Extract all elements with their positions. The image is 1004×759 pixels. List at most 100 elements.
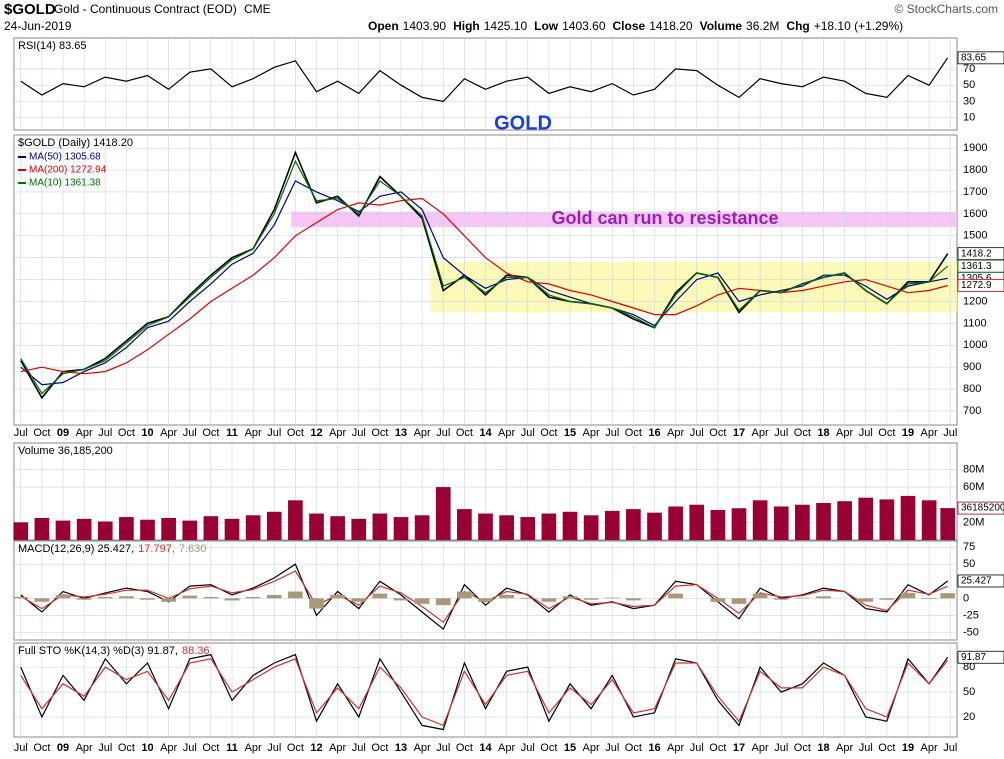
bar <box>372 593 388 599</box>
bar <box>97 596 113 599</box>
bar <box>647 512 662 540</box>
bar <box>731 598 747 604</box>
bar <box>773 506 789 540</box>
x-tick-label: 18 <box>817 742 829 754</box>
x-tick-label: 15 <box>564 427 576 439</box>
x-tick-label: Apr <box>667 742 684 754</box>
x-tick-label: Jul <box>943 427 957 439</box>
x-tick-label: 10 <box>141 742 153 754</box>
bar <box>351 518 367 540</box>
x-tick-label: 16 <box>648 427 660 439</box>
bar <box>13 596 29 599</box>
series-line <box>20 197 948 375</box>
legend-label: MA(50) 1305.68 <box>29 152 101 163</box>
panel-title: MACD(12,26,9) 25.427, <box>18 543 134 555</box>
annotation: Gold can run to resistance <box>551 208 778 228</box>
bar <box>55 594 71 599</box>
bar <box>457 509 472 540</box>
x-tick-label: Jul <box>774 742 788 754</box>
bar <box>668 593 683 599</box>
x-tick-label: 17 <box>733 427 745 439</box>
y-tick-label: 70 <box>963 63 975 75</box>
x-tick-label: Oct <box>625 742 642 754</box>
bar <box>499 515 514 540</box>
band <box>430 262 957 313</box>
x-tick-label: Jul <box>14 742 28 754</box>
bar <box>752 593 768 599</box>
y-tick-label: 1100 <box>963 317 987 329</box>
x-tick-label: Oct <box>625 427 642 439</box>
bar <box>940 508 956 540</box>
quote-value: 36.2M <box>746 19 779 33</box>
x-tick-label: Apr <box>752 427 769 439</box>
bar <box>499 594 514 599</box>
x-tick-label: Jul <box>183 427 197 439</box>
bar <box>795 504 810 540</box>
end-tag <box>957 279 1004 292</box>
bar <box>351 598 367 602</box>
x-tick-label: Apr <box>329 427 346 439</box>
x-tick-label: Oct <box>33 427 50 439</box>
x-tick-label: Apr <box>160 742 177 754</box>
end-tag <box>957 650 1004 664</box>
quote-value: +18.10 (+1.29%) <box>814 19 903 33</box>
x-tick-label: 12 <box>310 427 322 439</box>
x-tick-label: 11 <box>226 742 238 754</box>
x-tick-label: Jul <box>774 427 788 439</box>
bar <box>224 598 240 601</box>
x-tick-label: Apr <box>245 427 262 439</box>
bar <box>245 515 261 540</box>
bar <box>182 595 198 599</box>
quote-label: Chg <box>786 19 809 33</box>
end-label: 91.87 <box>961 652 986 663</box>
bar <box>921 598 937 600</box>
quote-label: Close <box>613 19 646 33</box>
bar <box>457 591 472 599</box>
bar <box>161 598 176 602</box>
y-tick-label: 20M <box>963 516 984 528</box>
bar <box>752 500 768 540</box>
y-tick-label: 1600 <box>963 208 987 220</box>
bar <box>414 598 430 604</box>
y-tick-label: 75 <box>963 541 975 553</box>
x-tick-label: Apr <box>245 742 262 754</box>
y-tick-label: -50 <box>963 626 979 638</box>
bar <box>520 517 536 540</box>
y-tick-label: 50 <box>963 558 975 570</box>
series-line <box>20 658 949 727</box>
bar <box>203 596 219 599</box>
y-tick-label: 700 <box>963 405 981 417</box>
panel-title: 88.36 <box>182 645 210 657</box>
end-label: 1418.2 <box>961 248 992 259</box>
end-label: 83.65 <box>961 52 986 63</box>
y-tick-label: 1900 <box>963 142 987 154</box>
source: © StockCharts.com <box>894 2 998 16</box>
y-tick-label: 80M <box>963 463 984 475</box>
x-tick-label: 15 <box>564 742 576 754</box>
x-tick-label: Apr <box>329 742 346 754</box>
x-tick-label: 09 <box>57 742 69 754</box>
bar <box>161 517 176 540</box>
bar <box>773 598 789 600</box>
x-tick-label: Oct <box>709 742 726 754</box>
bar <box>710 510 726 540</box>
bar <box>34 598 50 602</box>
bar <box>76 518 92 540</box>
x-tick-label: Oct <box>118 427 135 439</box>
bar <box>520 598 536 600</box>
bar <box>858 598 874 602</box>
y-tick-label: 20 <box>963 711 975 723</box>
x-tick-label: Apr <box>498 427 515 439</box>
end-tag <box>957 51 1004 65</box>
date: 24-Jun-2019 <box>4 19 72 33</box>
x-tick-label: Apr <box>752 742 769 754</box>
legend-label: MA(10) 1361.38 <box>29 178 101 189</box>
quote-label: Volume <box>700 19 743 33</box>
x-tick-label: Oct <box>33 742 50 754</box>
x-tick-label: Apr <box>160 427 177 439</box>
y-tick-label: 10 <box>963 112 975 124</box>
x-tick-label: Jul <box>859 427 873 439</box>
end-tag <box>957 247 1004 261</box>
quote-value: 1403.60 <box>562 19 606 33</box>
